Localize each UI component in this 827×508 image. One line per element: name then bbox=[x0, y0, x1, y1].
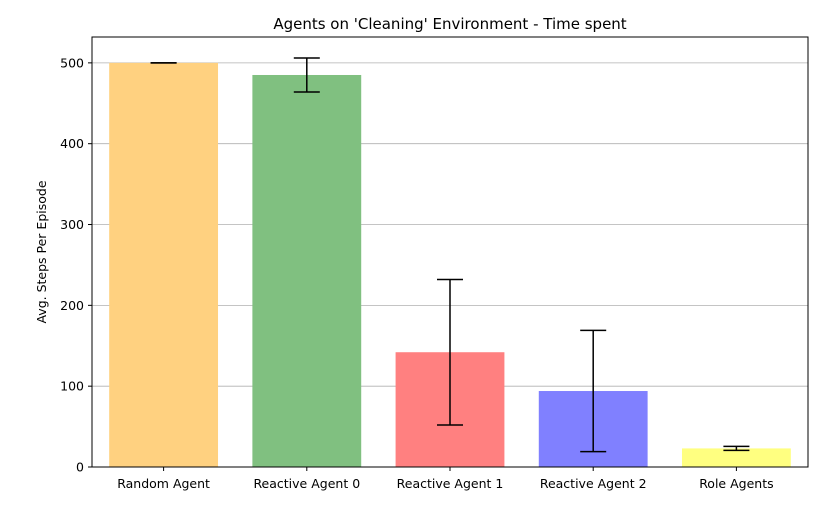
bar bbox=[109, 62, 219, 468]
y-tick-label: 300 bbox=[60, 217, 84, 232]
y-tick-label: 100 bbox=[60, 379, 84, 394]
x-axis-ticks: Random Agent Reactive Agent 0 Reactive Age… bbox=[117, 467, 774, 491]
y-axis-ticks: 0 100 200 300 400 500 bbox=[60, 55, 92, 475]
y-tick-label: 200 bbox=[60, 298, 84, 313]
y-tick-label: 500 bbox=[60, 55, 84, 70]
y-axis-label: Avg. Steps Per Episode bbox=[34, 180, 49, 323]
chart-title: Agents on 'Cleaning' Environment - Time … bbox=[273, 15, 626, 33]
bar bbox=[252, 74, 362, 468]
x-tick-label: Role Agents bbox=[699, 476, 773, 491]
y-tick-label: 400 bbox=[60, 136, 84, 151]
x-tick-label: Reactive Agent 1 bbox=[397, 476, 504, 491]
y-tick-label: 0 bbox=[76, 460, 84, 475]
error-bars bbox=[150, 57, 750, 453]
bar bbox=[681, 448, 791, 467]
x-tick-label: Reactive Agent 0 bbox=[253, 476, 360, 491]
x-tick-label: Random Agent bbox=[117, 476, 210, 491]
x-tick-label: Reactive Agent 2 bbox=[540, 476, 647, 491]
